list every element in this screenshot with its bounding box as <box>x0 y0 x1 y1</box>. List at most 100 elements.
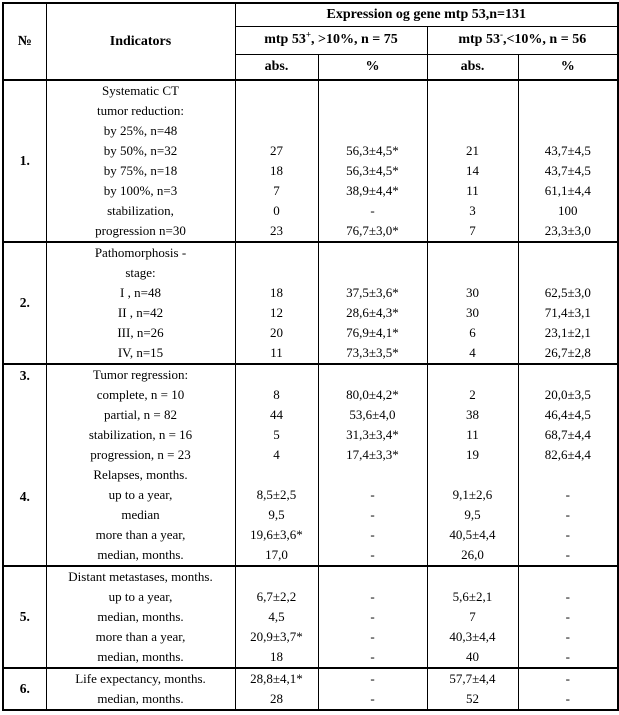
value-cell: 9,1±2,6 <box>426 485 519 505</box>
value-cell: 28,8±4,1* <box>234 667 319 689</box>
value-cell <box>234 565 319 587</box>
value-cell: 4 <box>234 445 319 465</box>
table-row: 6. Life expectancy, months. 28,8±4,1* -57,7… <box>2 667 619 710</box>
value-cell: 76,9±4,1* <box>317 323 428 343</box>
value-cell <box>426 363 519 385</box>
value-cell <box>317 101 428 121</box>
indicator-label: by 75%, n=18 <box>45 161 236 181</box>
value-cell: - <box>317 647 428 668</box>
indicator-label: median, months. <box>45 689 236 710</box>
value-cell: 28,6±4,3* <box>317 303 428 323</box>
value-cell: 23 <box>234 221 319 242</box>
value-cell: 56,3±4,5* <box>317 141 428 161</box>
value-cell <box>426 263 519 283</box>
table-row: median, months. 4,5-7- <box>3 607 619 627</box>
table-row: more than a year, 19,6±3,6* -40,5±4,4- <box>3 525 619 545</box>
section-number: 4. <box>2 465 47 566</box>
section-number: 3. <box>2 363 47 465</box>
value-cell: - <box>517 505 619 525</box>
mtp53-positive-suffix: , >10%, n = 75 <box>311 32 398 47</box>
indicator-label: progression n=30 <box>45 221 236 242</box>
value-cell <box>234 465 319 485</box>
value-cell: 3 <box>426 201 519 221</box>
value-cell <box>234 79 319 101</box>
value-cell: 5 <box>234 425 319 445</box>
mtp53-negative-suffix: ,<10%, n = 56 <box>502 32 587 47</box>
indicator-label: partial, n = 82 <box>45 405 236 425</box>
value-cell <box>317 363 428 385</box>
value-cell: 52 <box>426 689 519 710</box>
value-cell: - <box>317 201 428 221</box>
section-number: 1. <box>2 79 47 242</box>
value-cell: 6,7±2,2 <box>234 587 319 607</box>
indicator-label: up to a year, <box>45 587 236 607</box>
value-cell: - <box>517 667 619 689</box>
table-row: II , n=42 12 28,6±4,3* 30 71,4±3,1 <box>3 303 619 323</box>
value-cell: - <box>517 485 619 505</box>
value-cell: 7 <box>234 181 319 201</box>
value-cell: 40,5±4,4 <box>426 525 519 545</box>
mtp53-negative-prefix: mtp 53 <box>458 32 500 47</box>
value-cell <box>517 263 619 283</box>
value-cell: 27 <box>234 141 319 161</box>
indicator-label: Pathomorphosis - <box>45 241 236 263</box>
value-cell <box>517 79 619 101</box>
value-cell: 40 <box>426 647 519 668</box>
value-cell: - <box>317 545 428 566</box>
indicator-label: stabilization, n = 16 <box>45 425 236 445</box>
value-cell <box>426 465 519 485</box>
value-cell: 7 <box>426 607 519 627</box>
value-cell: 76,7±3,0* <box>317 221 428 242</box>
value-cell: - <box>317 667 428 689</box>
value-cell: 80,0±4,2* <box>317 385 428 405</box>
value-cell: 11 <box>426 425 519 445</box>
indicator-label: Systematic CT <box>45 79 236 101</box>
value-cell: 44 <box>234 405 319 425</box>
value-cell <box>517 121 619 141</box>
value-cell <box>426 101 519 121</box>
table-row: stabilization, 0-3 100 <box>3 201 619 221</box>
mtp53-positive-prefix: mtp 53 <box>264 32 306 47</box>
value-cell: 20,0±3,5 <box>517 385 619 405</box>
value-cell: 4 <box>426 343 519 364</box>
value-cell: 61,1±4,4 <box>517 181 619 201</box>
value-cell: 9,5 <box>426 505 519 525</box>
table-row: 5. Distant metastases, months. <box>2 565 619 668</box>
value-cell: - <box>517 587 619 607</box>
value-cell <box>426 565 519 587</box>
value-cell: 19 <box>426 445 519 465</box>
indicator-label: complete, n = 10 <box>45 385 236 405</box>
value-cell: - <box>317 627 428 647</box>
section-6: 6. Life expectancy, months. 28,8±4,1* -57,7… <box>2 667 619 710</box>
value-cell: 62,5±3,0 <box>517 283 619 303</box>
value-cell <box>426 241 519 263</box>
value-cell <box>317 565 428 587</box>
column-header-expression-group: Expression og gene mtp 53,n=131 <box>234 3 619 27</box>
table-row: 2. Pathomorphosis - <box>2 241 619 364</box>
header-row-groups: mtp 53+, >10%, n = 75 mtp 53-,<10%, n = … <box>3 26 619 55</box>
indicator-label: Life expectancy, months. <box>45 667 236 689</box>
table-row: stabilization, n = 16 5 31,3±3,4* 11 68,7±4,… <box>3 425 619 445</box>
value-cell: 73,3±3,5* <box>317 343 428 364</box>
table-row: up to a year, 8,5±2,5-9,1±2,6- <box>3 485 619 505</box>
value-cell: - <box>317 485 428 505</box>
indicator-label: Distant metastases, months. <box>45 565 236 587</box>
column-header-mtp53-negative: mtp 53-,<10%, n = 56 <box>426 26 619 55</box>
table-row: partial, n = 82 44 53,6±4,0 38 46,4±4,5 <box>3 405 619 425</box>
indicator-label: median, months. <box>45 607 236 627</box>
section-number: 2. <box>2 241 47 364</box>
table-row: stage: <box>3 263 619 283</box>
section-number: 6. <box>2 667 47 710</box>
table-row: 4. Relapses, months. <box>2 465 619 566</box>
value-cell: - <box>517 525 619 545</box>
table-row: 3. Tumor regression: <box>2 363 619 465</box>
column-header-abs-positive: abs. <box>234 54 319 81</box>
section-2: 2. Pathomorphosis - stage: I , n=48 18 37,5±3… <box>2 241 619 364</box>
value-cell: - <box>317 525 428 545</box>
value-cell <box>426 121 519 141</box>
value-cell <box>234 263 319 283</box>
indicator-label: stabilization, <box>45 201 236 221</box>
value-cell: - <box>517 607 619 627</box>
value-cell: 0 <box>234 201 319 221</box>
value-cell: - <box>317 505 428 525</box>
